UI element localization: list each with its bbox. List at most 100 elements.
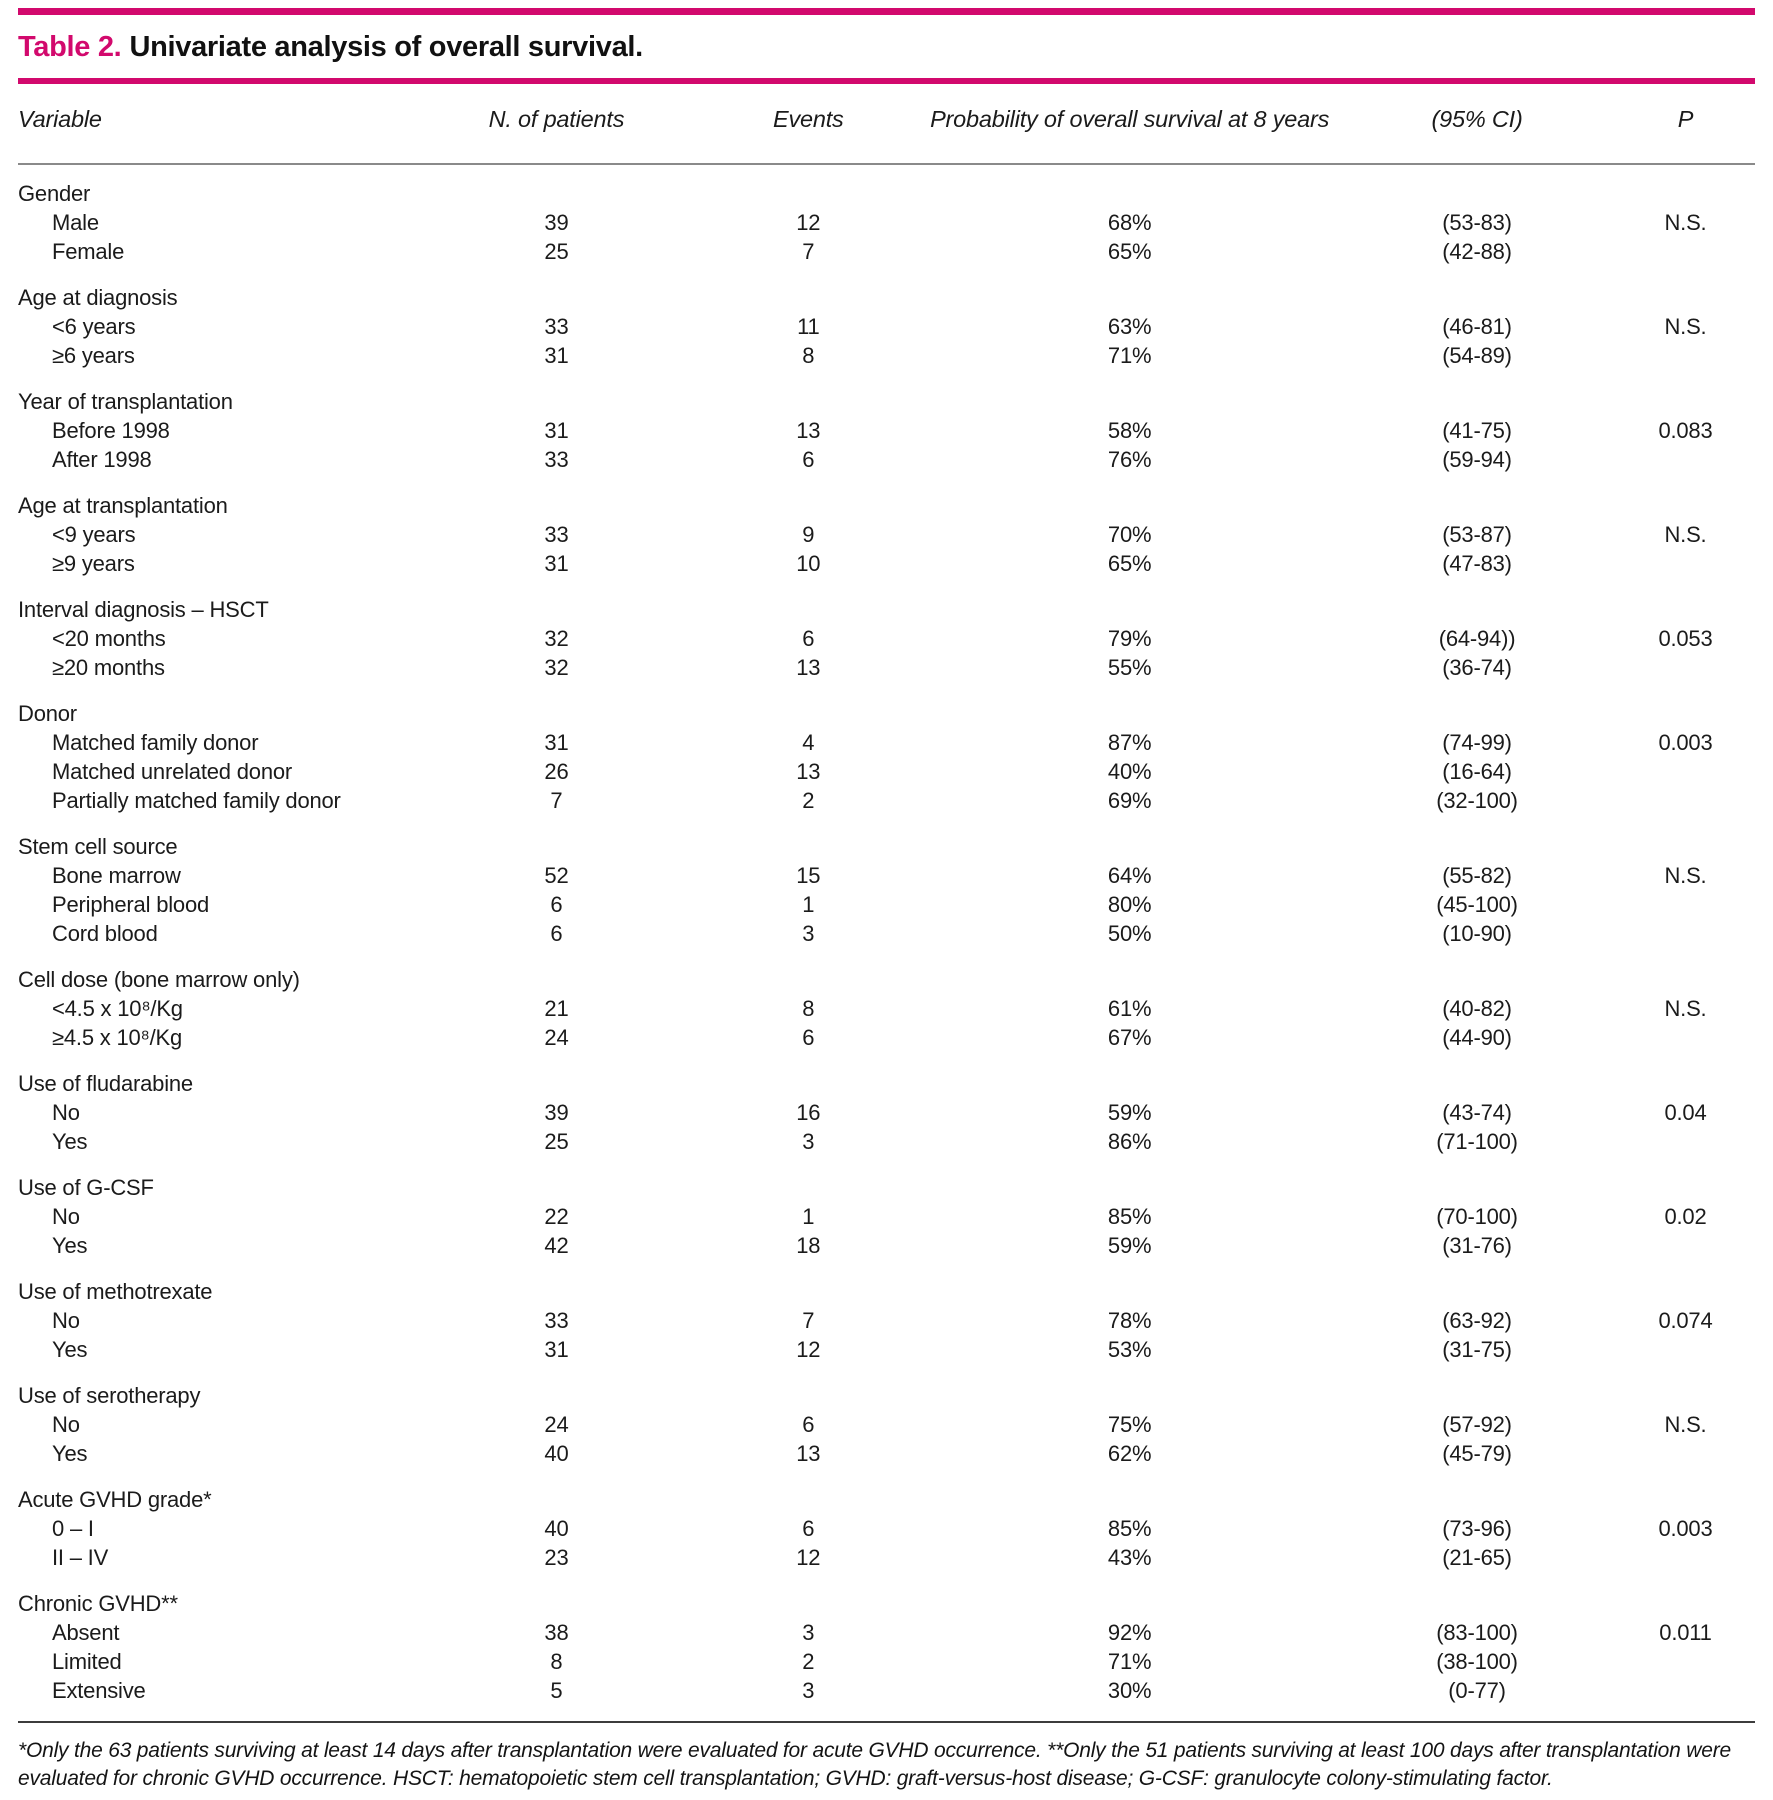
events-cell: 18 [796,1233,821,1258]
events-cell: 4 [802,730,815,755]
probability-cell: 43% [1107,1545,1152,1570]
variable-cell: No [52,1100,80,1125]
probability-cell: 62% [1107,1441,1152,1466]
group-row: Use of serotherapy [18,1364,1755,1410]
variable-cell: Peripheral blood [52,892,210,917]
table-number-label: Table 2. [18,31,122,63]
probability-cell: 70% [1107,522,1152,547]
ci-cell: (45-100) [1436,892,1518,917]
probability-cell: 71% [1107,343,1152,368]
group-label: Year of transplantation [18,389,233,414]
p-cell: N.S. [1664,210,1707,235]
table-row: Yes 42 18 59% (31-76) [18,1231,1755,1260]
events-cell: 1 [802,892,815,917]
table-row: <20 months 32 6 79% (64-94)) 0.053 [18,624,1755,653]
table-row: ≥6 years 31 8 71% (54-89) [18,341,1755,370]
column-header-probability: Probability of overall survival at 8 yea… [921,84,1339,165]
n-cell: 40 [544,1516,569,1541]
table-row: Yes 40 13 62% (45-79) [18,1439,1755,1468]
ci-cell: (16-64) [1442,759,1512,784]
probability-cell: 64% [1107,863,1152,888]
column-header-ci: (95% CI) [1338,84,1616,165]
header-row: Variable N. of patients Events Probabili… [18,84,1755,165]
variable-cell: <4.5 x 10⁸/Kg [52,996,183,1021]
n-cell: 23 [544,1545,569,1570]
ci-cell: (36-74) [1442,655,1512,680]
ci-cell: (32-100) [1436,788,1518,813]
probability-cell: 59% [1107,1100,1152,1125]
variable-cell: Male [52,210,99,235]
events-cell: 8 [802,996,815,1021]
table-row: <9 years 33 9 70% (53-87) N.S. [18,520,1755,549]
table-row: No 22 1 85% (70-100) 0.02 [18,1202,1755,1231]
p-cell: 0.003 [1658,1516,1713,1541]
variable-cell: Matched family donor [52,730,259,755]
ci-cell: (71-100) [1436,1129,1518,1154]
column-header-events: Events [695,84,922,165]
p-cell: N.S. [1664,522,1707,547]
probability-cell: 69% [1107,788,1152,813]
p-cell: 0.083 [1658,418,1713,443]
p-cell [1616,1439,1755,1468]
probability-cell: 75% [1107,1412,1152,1437]
group-row: Acute GVHD grade* [18,1468,1755,1514]
probability-cell: 59% [1107,1233,1152,1258]
n-cell: 6 [550,892,563,917]
table-row: Cord blood 6 3 50% (10-90) [18,919,1755,948]
table-row: ≥20 months 32 13 55% (36-74) [18,653,1755,682]
group-row: Year of transplantation [18,370,1755,416]
group-label: Donor [18,701,77,726]
group-label: Gender [18,181,91,206]
p-cell: 0.02 [1664,1204,1707,1229]
ci-cell: (31-75) [1442,1337,1512,1362]
p-cell: 0.04 [1664,1100,1707,1125]
n-cell: 31 [544,418,569,443]
group-label: Chronic GVHD** [18,1591,178,1616]
ci-cell: (64-94)) [1438,626,1516,651]
p-cell [1616,1335,1755,1364]
n-cell: 31 [544,343,569,368]
p-cell [1616,786,1755,815]
p-cell [1616,549,1755,578]
ci-cell: (21-65) [1442,1545,1512,1570]
n-cell: 24 [544,1412,569,1437]
group-label: Stem cell source [18,834,178,859]
ci-cell: (47-83) [1442,551,1512,576]
events-cell: 6 [802,626,815,651]
variable-cell: Yes [52,1337,88,1362]
events-cell: 12 [796,1545,821,1570]
n-cell: 39 [544,1100,569,1125]
n-cell: 21 [544,996,569,1021]
group-label: Use of serotherapy [18,1383,201,1408]
column-header-p: P [1615,84,1755,165]
column-header-n-patients: N. of patients [417,84,696,165]
table-row: Yes 31 12 53% (31-75) [18,1335,1755,1364]
group-label: Age at transplantation [18,493,228,518]
events-cell: 13 [796,418,821,443]
events-cell: 3 [802,1620,815,1645]
events-cell: 13 [796,759,821,784]
p-cell [1616,1127,1755,1156]
top-accent-rule [18,8,1755,15]
variable-cell: Matched unrelated donor [52,759,293,784]
n-cell: 31 [544,730,569,755]
p-cell [1616,237,1755,266]
title-accent-rule [18,78,1755,84]
n-cell: 7 [550,788,563,813]
p-cell [1616,1647,1755,1676]
p-cell: N.S. [1664,314,1707,339]
group-row: Interval diagnosis – HSCT [18,578,1755,624]
events-cell: 7 [802,1308,815,1333]
footer-rule [18,1721,1755,1723]
table-row: Extensive 5 3 30% (0-77) [18,1676,1755,1705]
events-cell: 3 [802,1129,815,1154]
p-cell: N.S. [1664,996,1707,1021]
group-label: Use of G-CSF [18,1175,154,1200]
events-cell: 13 [796,1441,821,1466]
variable-cell: Limited [52,1649,122,1674]
n-cell: 42 [544,1233,569,1258]
p-cell [1616,919,1755,948]
probability-cell: 67% [1107,1025,1152,1050]
events-cell: 15 [796,863,821,888]
table-row: Matched unrelated donor 26 13 40% (16-64) [18,757,1755,786]
